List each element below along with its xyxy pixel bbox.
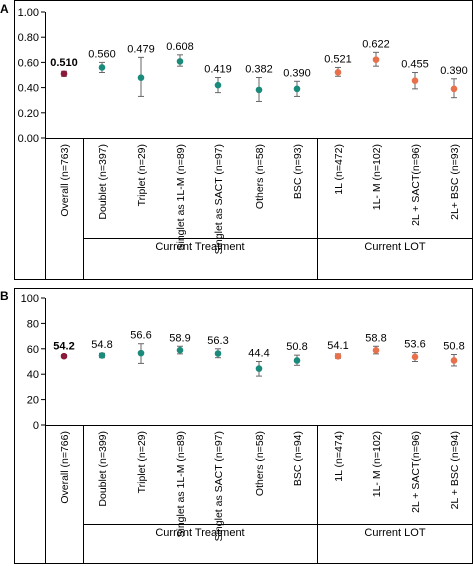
data-point xyxy=(293,357,301,364)
data-point xyxy=(450,85,458,93)
category-label: 1L (n=474) xyxy=(333,431,345,482)
category-label: Singlet as 1L-M (n=89) xyxy=(175,431,187,538)
category-label: 2L + SACT(n=96) xyxy=(410,431,422,513)
data-label: 58.9 xyxy=(169,332,190,344)
data-point xyxy=(255,365,263,372)
group-label: Current LOT xyxy=(364,527,425,539)
data-label: 44.4 xyxy=(248,348,269,360)
data-label: 0.521 xyxy=(324,53,352,65)
panel-label: A xyxy=(0,2,9,16)
category-label: Singlet as SACT (n=97) xyxy=(213,144,225,254)
data-point xyxy=(450,357,458,364)
data-point xyxy=(411,77,419,84)
panel-frame xyxy=(14,0,473,280)
data-point xyxy=(293,85,301,93)
data-point xyxy=(214,81,222,89)
y-tick-label: 0.20 xyxy=(18,108,39,120)
y-tick-label: 0.80 xyxy=(18,32,39,44)
category-label: 2L+ BSC (n=93) xyxy=(449,144,461,220)
y-tick-label: 0.40 xyxy=(18,83,39,95)
y-tick-label: 40 xyxy=(27,369,39,381)
panel-label: B xyxy=(0,289,9,303)
category-label: 2L + SACT(n=96) xyxy=(410,144,422,226)
y-tick-label: 80 xyxy=(27,318,39,330)
data-label: 56.3 xyxy=(207,335,228,347)
data-point xyxy=(372,56,380,63)
data-label: 58.8 xyxy=(365,332,386,344)
category-label: Overall (n=763) xyxy=(59,144,71,217)
category-label: Triplet (n=29) xyxy=(136,144,148,206)
data-point xyxy=(176,346,184,354)
y-tick-label: 0.60 xyxy=(18,57,39,69)
category-label: Singlet as 1L-M (n=89) xyxy=(175,144,187,251)
data-point xyxy=(372,347,380,354)
category-label: 1L- M (n=102) xyxy=(371,431,383,497)
y-tick-label: 0.00 xyxy=(18,133,39,145)
data-label: 0.390 xyxy=(283,67,311,79)
data-label: 0.479 xyxy=(127,43,155,55)
data-point xyxy=(98,352,106,359)
data-point xyxy=(137,74,145,81)
category-label: Doublet (n=399) xyxy=(97,431,109,507)
data-label: 0.382 xyxy=(245,64,273,76)
y-tick-label: 1.00 xyxy=(18,7,39,19)
panel-a: A 0.00 0.20 0.40 0.60 0.80 1.00 Overall (n=763)… xyxy=(0,0,473,280)
data-label: 0.510 xyxy=(50,57,78,69)
category-label: 1L- M (n=102) xyxy=(371,144,383,210)
data-point xyxy=(176,58,184,65)
data-label: 50.8 xyxy=(443,341,464,353)
y-tick-label: 0 xyxy=(33,420,39,432)
data-label: 56.6 xyxy=(130,330,151,342)
group-label: Current LOT xyxy=(364,241,425,253)
group-label: Current Treatment xyxy=(155,241,244,253)
data-label: 0.560 xyxy=(88,48,116,60)
category-label: Doublet (n=397) xyxy=(97,144,109,220)
category-label: BSC (n=93) xyxy=(292,144,304,199)
group-label: Current Treatment xyxy=(155,527,244,539)
data-label: 0.455 xyxy=(401,58,429,70)
data-point xyxy=(334,352,342,360)
data-point xyxy=(60,70,68,78)
y-tick-label: 20 xyxy=(27,395,39,407)
y-tick-label: 100 xyxy=(21,293,39,305)
data-label: 54.1 xyxy=(327,340,348,352)
data-label: 0.390 xyxy=(440,65,468,77)
data-point xyxy=(60,352,68,360)
data-label: 54.8 xyxy=(91,339,112,351)
data-label: 54.2 xyxy=(53,341,74,353)
panel-b: B 0 20 40 60 80 100 Overall (n=766) Doublet (n=3… xyxy=(0,288,473,564)
data-label: 0.608 xyxy=(166,41,194,53)
category-label: Overall (n=766) xyxy=(59,431,71,504)
y-tick-label: 60 xyxy=(27,344,39,356)
category-label: 2L + BSC (n=94) xyxy=(449,431,461,509)
data-point xyxy=(137,349,145,357)
category-label: 1L (n=472) xyxy=(333,144,345,195)
data-point xyxy=(255,86,263,94)
data-point xyxy=(334,69,342,76)
category-label: BSC (n=94) xyxy=(292,431,304,486)
category-label: Singlet as SACT (n=97) xyxy=(213,431,225,541)
data-label: 0.419 xyxy=(204,64,232,76)
data-label: 50.8 xyxy=(286,341,307,353)
data-point xyxy=(98,64,106,71)
category-label: Others (n=58) xyxy=(254,144,266,209)
category-label: Others (n=58) xyxy=(254,431,266,496)
data-label: 0.622 xyxy=(362,38,390,50)
category-label: Triplet (n=29) xyxy=(136,431,148,493)
data-label: 53.6 xyxy=(404,339,425,351)
data-point xyxy=(411,353,419,361)
data-point xyxy=(214,350,222,357)
